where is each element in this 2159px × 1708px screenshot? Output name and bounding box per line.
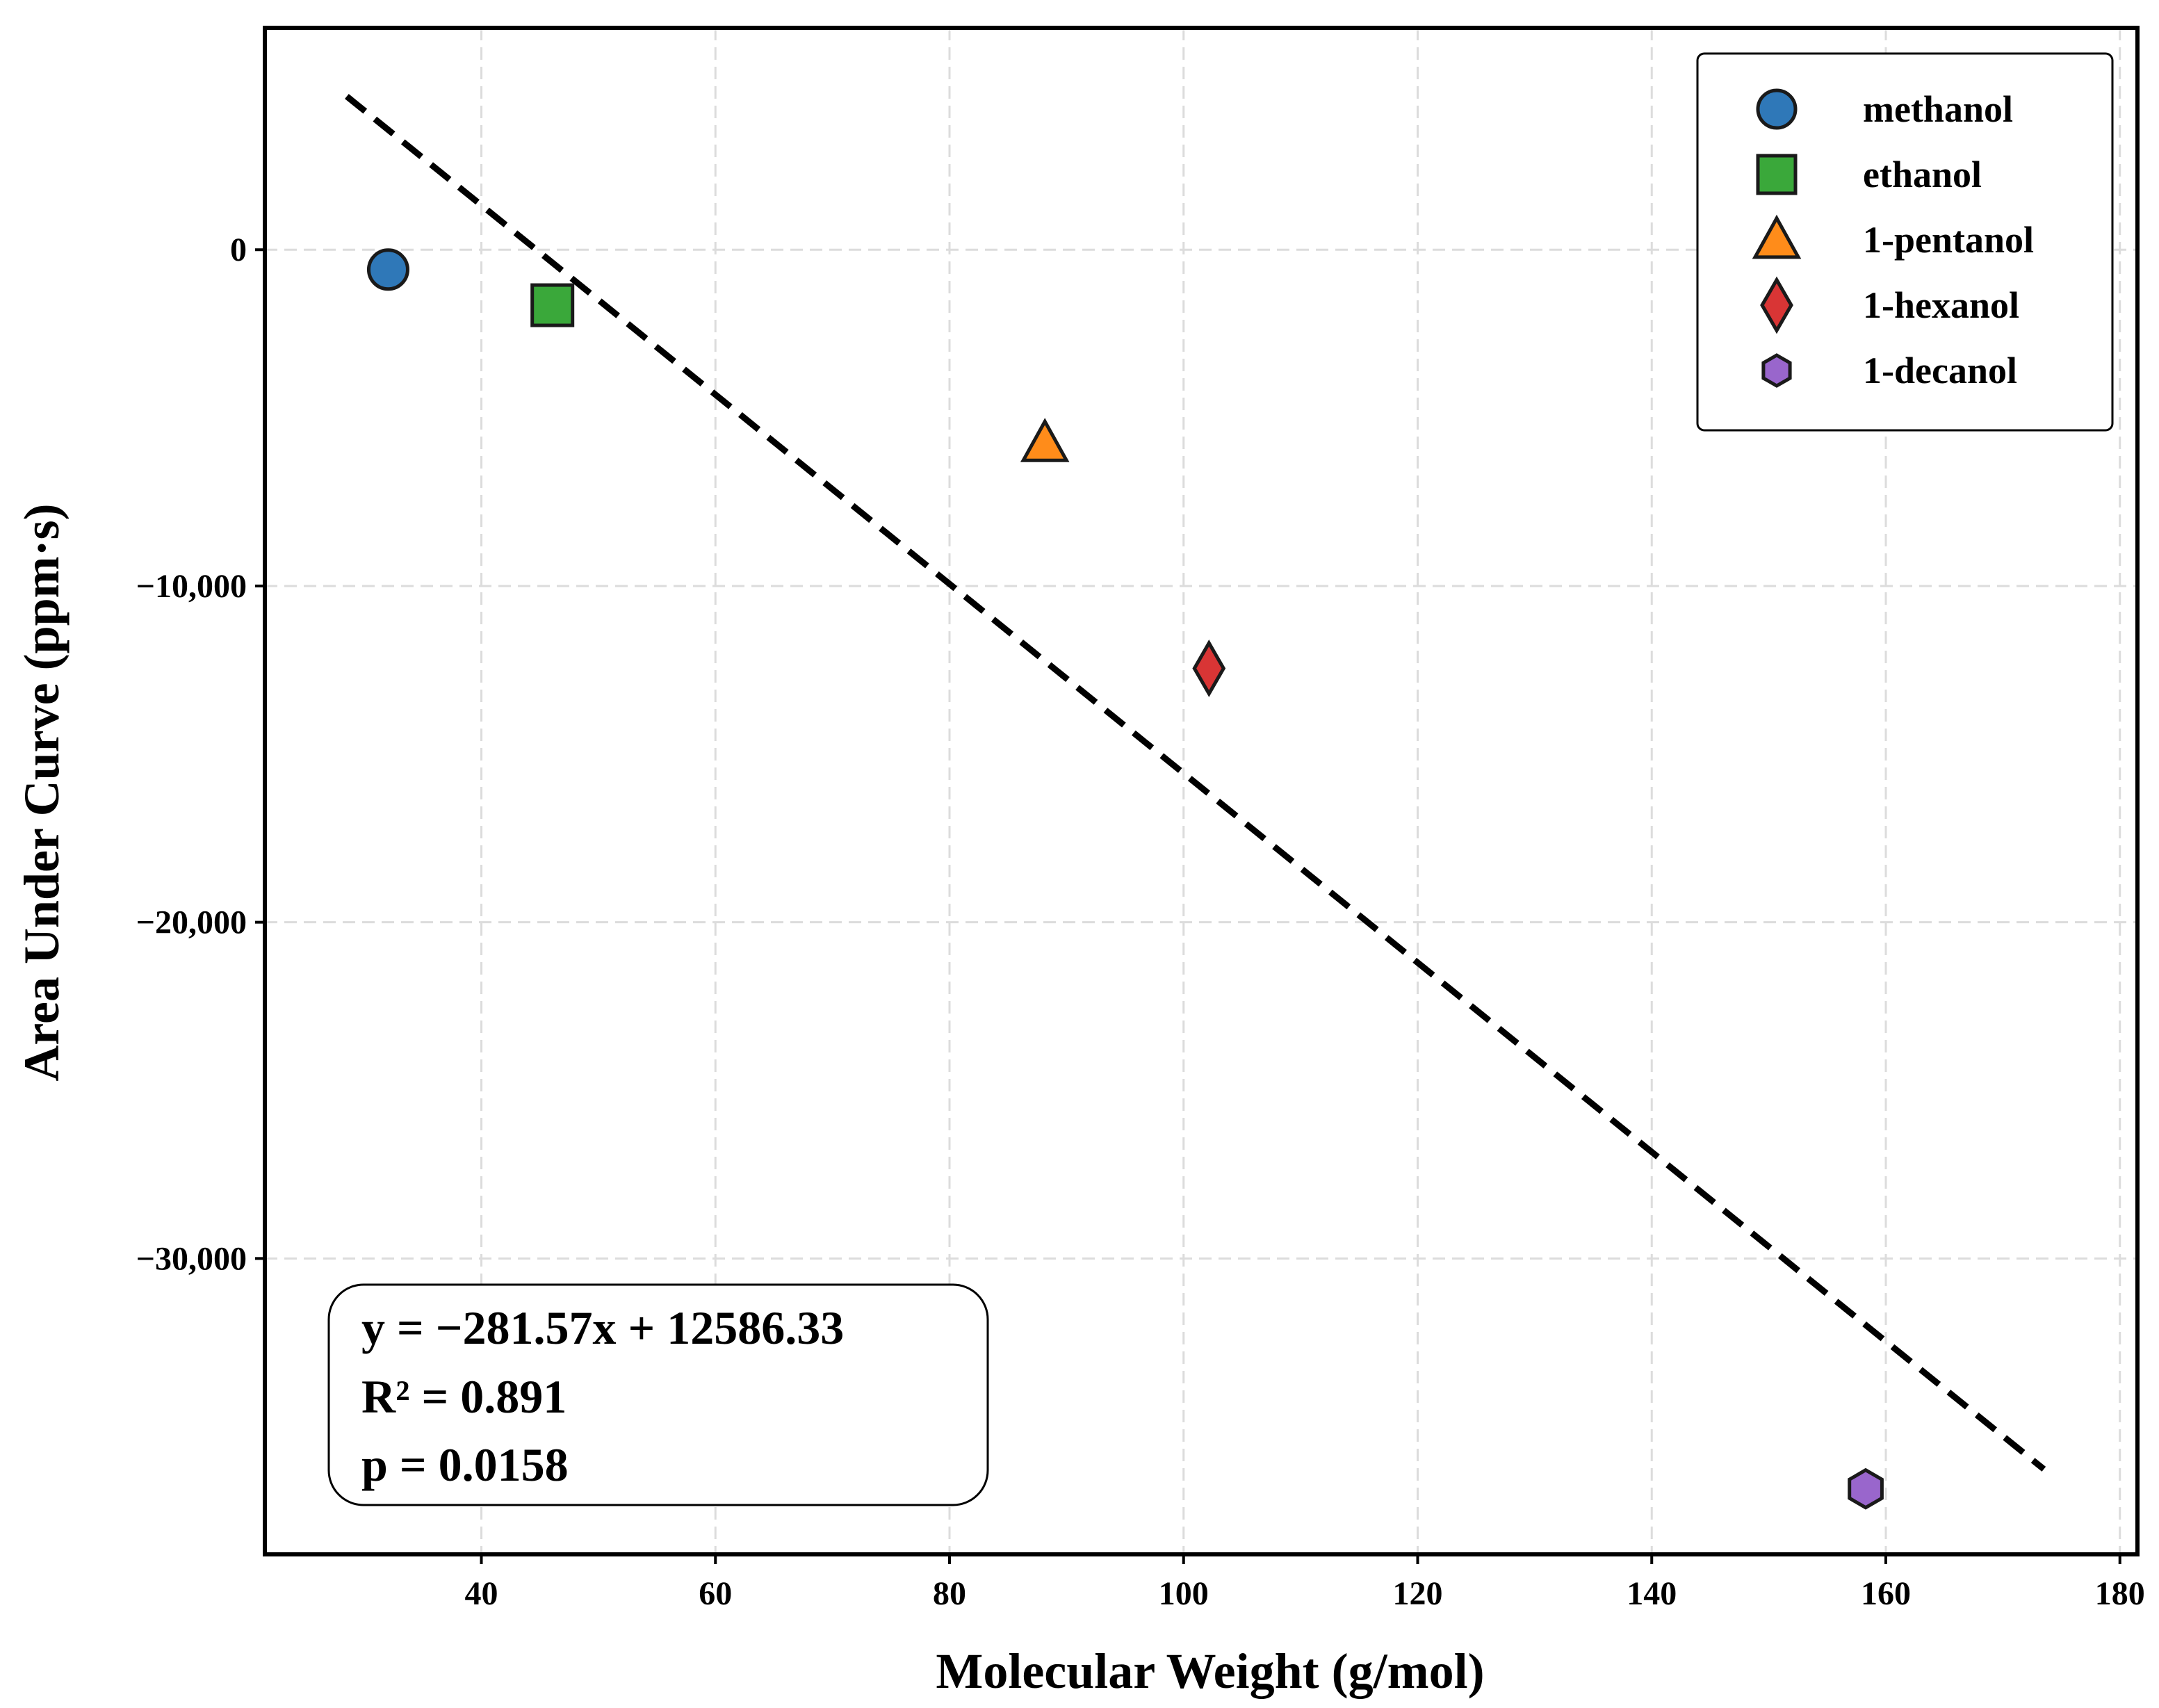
x-axis-ticks: 40 60 80 100 120 140 160 180 — [464, 1554, 2145, 1612]
plot-frame — [263, 26, 2140, 1556]
x-tick-label: 160 — [1861, 1575, 1911, 1612]
legend-marker-1-decanol — [1761, 353, 1792, 388]
legend-box — [1696, 52, 2114, 432]
legend-items: methanol ethanol 1-pentanol 1-hexanol 1-deca… — [1752, 88, 2034, 391]
x-tick-label: 60 — [699, 1575, 732, 1612]
x-tick-label: 40 — [464, 1575, 498, 1612]
legend-label-methanol: methanol — [1863, 88, 2013, 130]
x-tick-label: 80 — [933, 1575, 966, 1612]
data-point-1-pentanol — [1020, 418, 1070, 462]
grid — [265, 28, 2137, 1554]
legend-marker-1-hexanol — [1760, 276, 1793, 334]
y-tick-label: 0 — [230, 231, 247, 268]
data-point-methanol — [366, 248, 409, 291]
regression-fit-line — [345, 94, 2046, 1472]
y-axis-ticks: 0 −10,000 −20,000 −30,000 — [136, 231, 265, 1277]
x-axis-label: Molecular Weight (g/mol) — [936, 1643, 1484, 1699]
legend-label-1-pentanol: 1-pentanol — [1863, 219, 2034, 261]
x-tick-label: 120 — [1392, 1575, 1442, 1612]
data-point-ethanol — [530, 283, 575, 327]
legend-marker-methanol — [1756, 88, 1798, 130]
data-points — [366, 248, 1884, 1510]
legend-label-1-hexanol: 1-hexanol — [1863, 284, 2019, 326]
legend: methanol ethanol 1-pentanol 1-hexanol 1-deca… — [1696, 52, 2114, 432]
y-tick-label: −10,000 — [136, 568, 247, 605]
r-squared-value: R² = 0.891 — [361, 1370, 567, 1423]
regression-stats-box: y = −281.57x + 12586.33 R² = 0.891 p = 0… — [327, 1283, 989, 1506]
fit-line-layer — [345, 94, 2046, 1472]
y-axis-label: Area Under Curve (ppm·s) — [14, 503, 70, 1081]
legend-label-1-decanol: 1-decanol — [1863, 350, 2017, 391]
legend-label-ethanol: ethanol — [1863, 154, 1982, 195]
x-tick-label: 100 — [1159, 1575, 1209, 1612]
data-point-1-decanol — [1848, 1467, 1884, 1510]
stats-box-frame — [327, 1283, 989, 1506]
legend-marker-1-pentanol — [1752, 214, 1802, 259]
p-value: p = 0.0158 — [361, 1438, 569, 1491]
x-tick-label: 140 — [1627, 1575, 1677, 1612]
data-point-1-hexanol — [1192, 640, 1226, 697]
y-tick-label: −30,000 — [136, 1240, 247, 1277]
y-tick-label: −20,000 — [136, 904, 247, 941]
regression-equation: y = −281.57x + 12586.33 — [361, 1301, 844, 1354]
legend-marker-ethanol — [1756, 154, 1798, 195]
x-tick-label: 180 — [2095, 1575, 2145, 1612]
